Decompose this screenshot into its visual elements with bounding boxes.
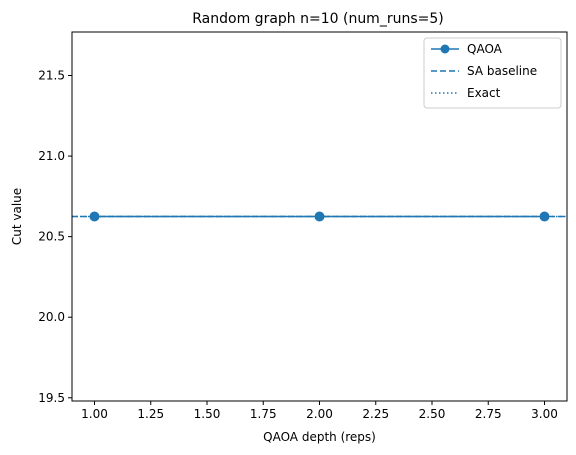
data-point-qaoa <box>89 211 100 222</box>
x-tick-label: 1.50 <box>194 407 221 421</box>
x-tick-label: 1.75 <box>250 407 277 421</box>
x-tick-label: 2.75 <box>475 407 502 421</box>
y-tick-label: 19.5 <box>38 391 65 405</box>
x-tick-label: 1.25 <box>137 407 164 421</box>
x-tick-label: 3.00 <box>531 407 558 421</box>
legend-label: Exact <box>467 86 501 100</box>
data-layer <box>72 211 567 222</box>
legend-label: QAOA <box>467 42 503 56</box>
y-tick-label: 20.0 <box>38 310 65 324</box>
x-tick-label: 1.00 <box>81 407 108 421</box>
y-axis-label: Cut value <box>10 188 24 245</box>
legend-box <box>423 37 562 109</box>
tick-layer: 1.00 1.25 1.50 1.75 2.00 2.25 2.50 2.75 3.00 19.5… <box>38 69 558 421</box>
x-tick-label: 2.25 <box>362 407 389 421</box>
chart-title: Random graph n=10 (num_runs=5) <box>192 11 443 27</box>
x-axis-label: QAOA depth (reps) <box>263 430 376 444</box>
y-tick-label: 20.5 <box>38 230 65 244</box>
y-tick-label: 21.0 <box>38 149 65 163</box>
legend: QAOA SA baseline Exact <box>423 37 562 109</box>
x-tick-label: 2.50 <box>419 407 446 421</box>
plot-frame <box>71 31 568 402</box>
legend-swatch-marker <box>440 44 450 54</box>
data-point-qaoa <box>539 211 550 222</box>
data-point-qaoa <box>314 211 325 222</box>
legend-label: SA baseline <box>467 64 537 78</box>
y-tick-label: 21.5 <box>38 69 65 83</box>
x-tick-label: 2.00 <box>306 407 333 421</box>
